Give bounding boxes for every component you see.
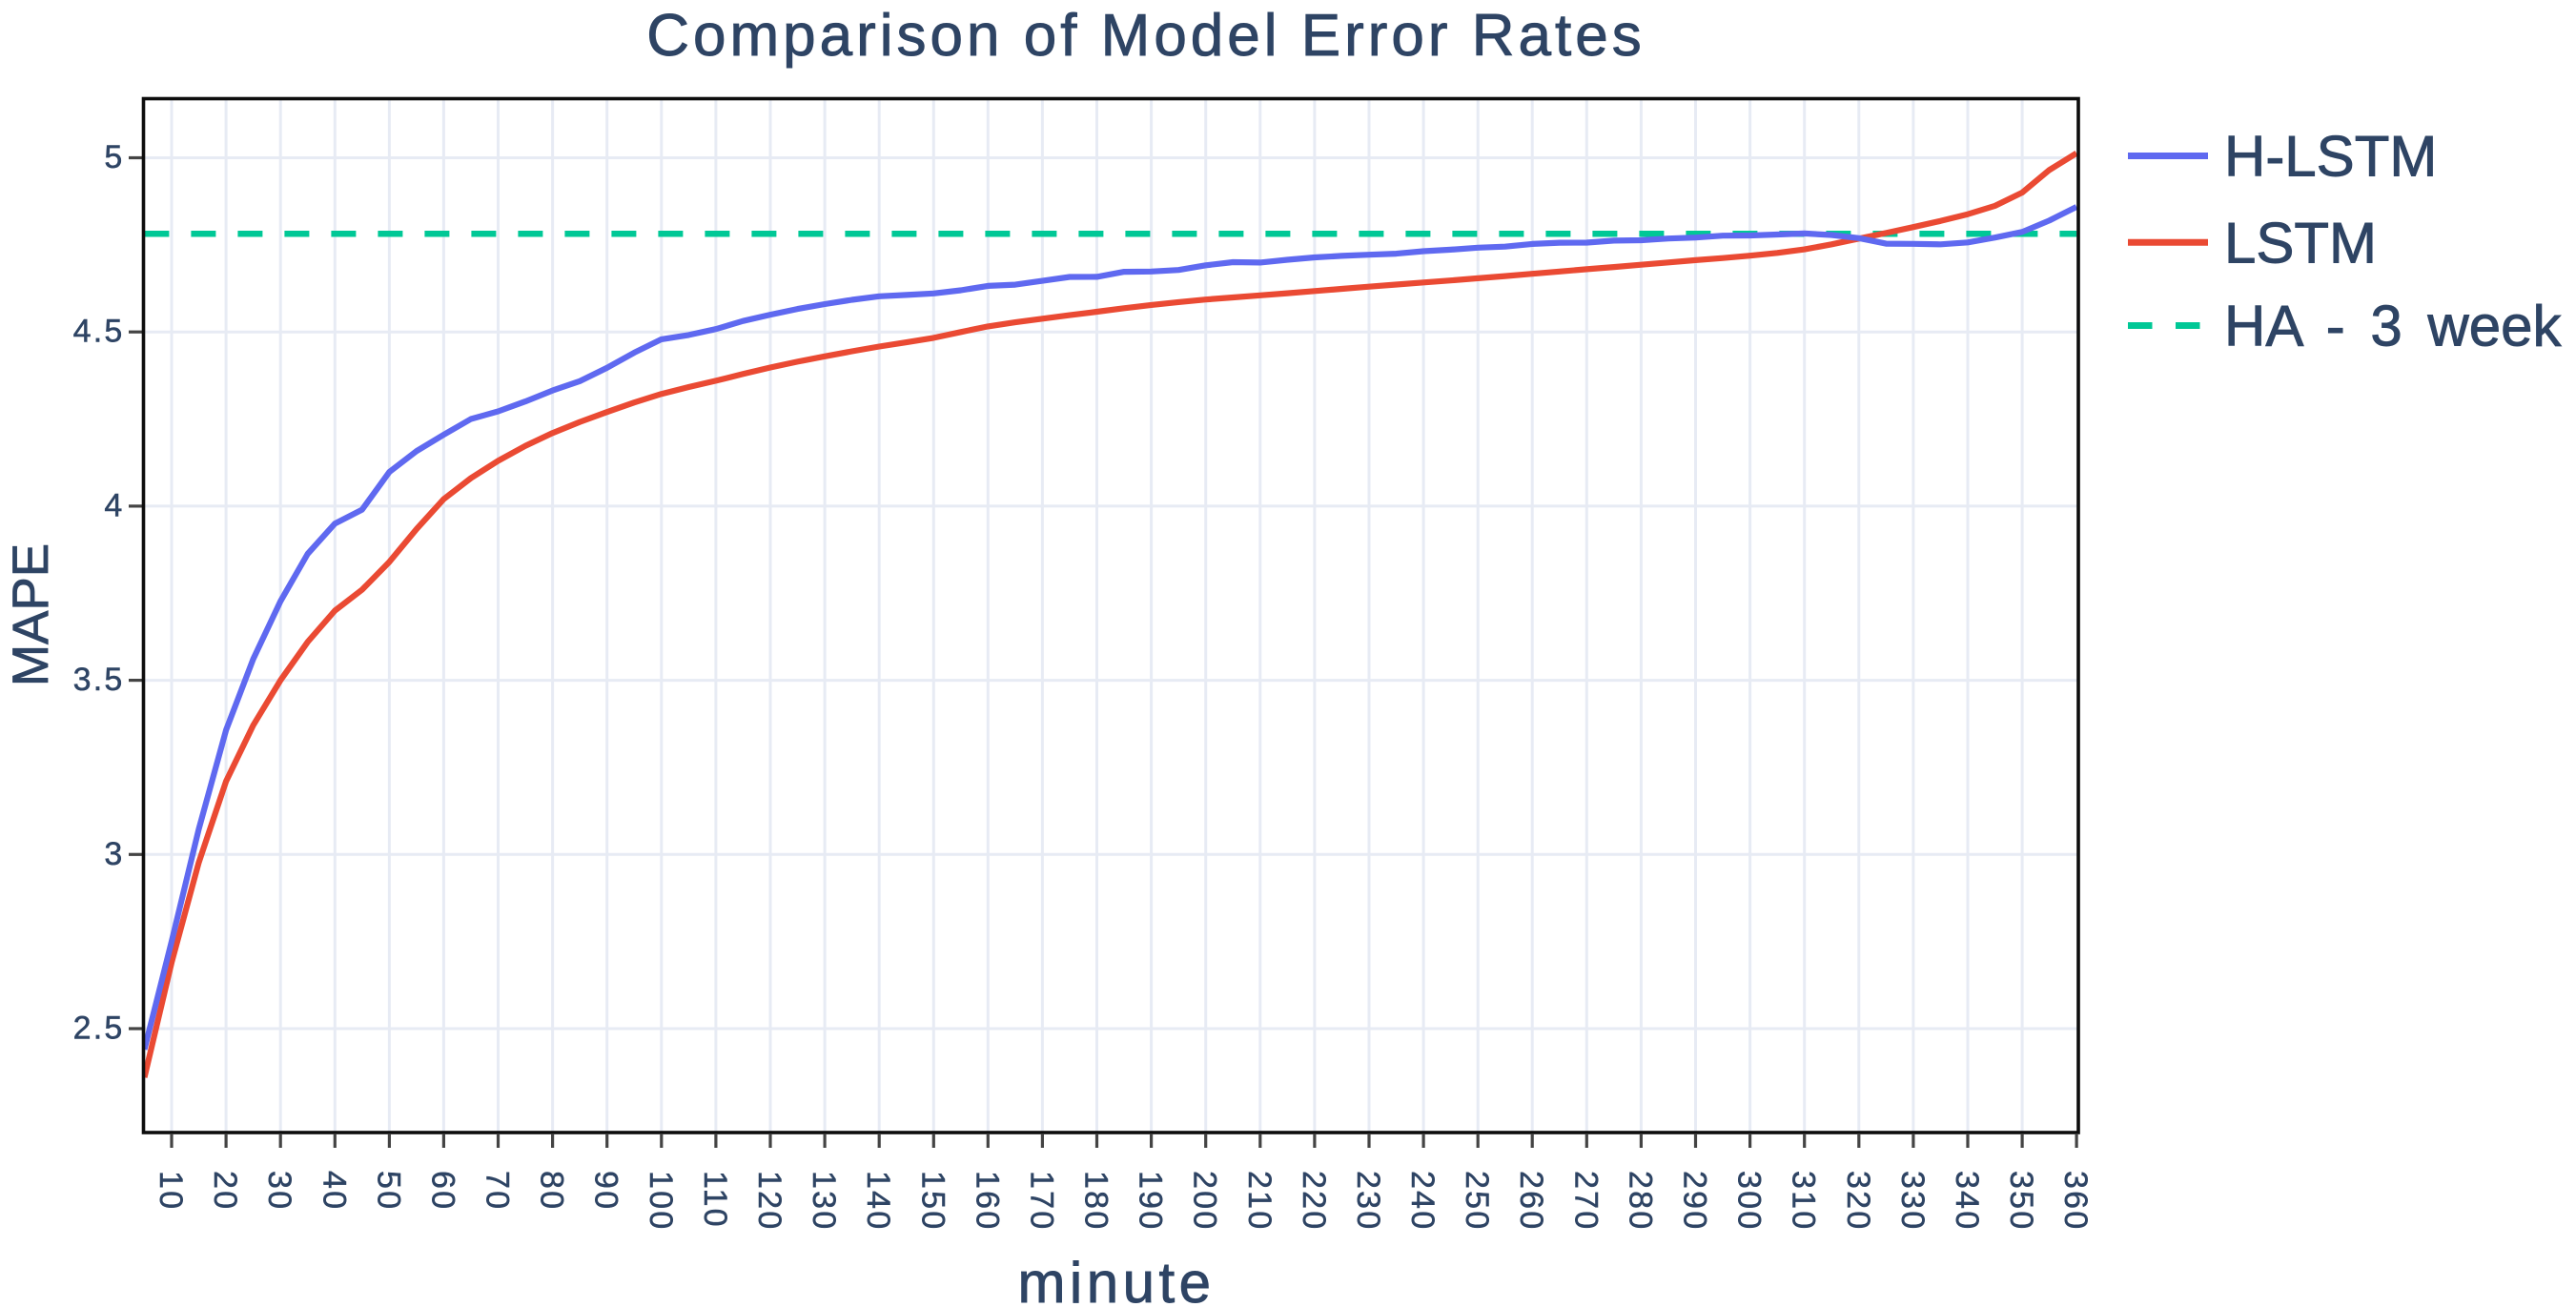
- svg-text:90: 90: [588, 1171, 624, 1211]
- svg-text:250: 250: [1459, 1171, 1495, 1231]
- svg-text:180: 180: [1078, 1171, 1114, 1231]
- svg-text:70: 70: [480, 1171, 516, 1211]
- svg-text:3: 3: [104, 836, 124, 872]
- svg-text:40: 40: [316, 1171, 352, 1211]
- svg-text:130: 130: [806, 1171, 842, 1231]
- svg-text:10: 10: [153, 1171, 189, 1211]
- svg-text:280: 280: [1622, 1171, 1658, 1231]
- svg-text:170: 170: [1023, 1171, 1059, 1231]
- svg-text:340: 340: [1949, 1171, 1985, 1231]
- svg-text:4: 4: [104, 487, 124, 523]
- svg-text:310: 310: [1786, 1171, 1822, 1231]
- svg-text:330: 330: [1894, 1171, 1931, 1231]
- svg-text:4.5: 4.5: [73, 314, 125, 350]
- svg-text:200: 200: [1187, 1171, 1223, 1231]
- svg-text:50: 50: [370, 1171, 406, 1211]
- svg-text:HA - 3 week: HA - 3 week: [2224, 295, 2562, 358]
- svg-text:350: 350: [2003, 1171, 2039, 1231]
- svg-text:100: 100: [643, 1171, 679, 1231]
- svg-text:30: 30: [261, 1171, 297, 1211]
- svg-text:220: 220: [1296, 1171, 1332, 1231]
- svg-text:290: 290: [1677, 1171, 1713, 1231]
- svg-text:H-LSTM: H-LSTM: [2224, 125, 2437, 189]
- svg-text:230: 230: [1350, 1171, 1386, 1231]
- svg-text:160: 160: [969, 1171, 1005, 1231]
- svg-text:80: 80: [534, 1171, 570, 1211]
- svg-text:minute: minute: [1017, 1251, 1215, 1307]
- svg-text:150: 150: [914, 1171, 951, 1231]
- svg-text:20: 20: [207, 1171, 243, 1211]
- svg-text:5: 5: [104, 139, 124, 175]
- svg-text:260: 260: [1513, 1171, 1549, 1231]
- svg-text:60: 60: [424, 1171, 460, 1211]
- svg-text:110: 110: [697, 1171, 733, 1229]
- svg-text:140: 140: [860, 1171, 896, 1231]
- svg-text:300: 300: [1731, 1171, 1768, 1231]
- svg-text:120: 120: [751, 1171, 787, 1231]
- svg-text:240: 240: [1404, 1171, 1441, 1231]
- svg-text:360: 360: [2057, 1171, 2094, 1231]
- svg-text:3.5: 3.5: [73, 662, 125, 698]
- svg-text:270: 270: [1567, 1171, 1604, 1231]
- svg-text:320: 320: [1840, 1171, 1876, 1231]
- svg-text:190: 190: [1133, 1171, 1169, 1231]
- svg-text:LSTM: LSTM: [2224, 211, 2377, 275]
- svg-text:Comparison of Model Error Rate: Comparison of Model Error Rates: [646, 3, 1645, 69]
- svg-text:2.5: 2.5: [73, 1011, 125, 1047]
- svg-text:210: 210: [1241, 1171, 1278, 1231]
- svg-text:MAPE: MAPE: [3, 543, 59, 686]
